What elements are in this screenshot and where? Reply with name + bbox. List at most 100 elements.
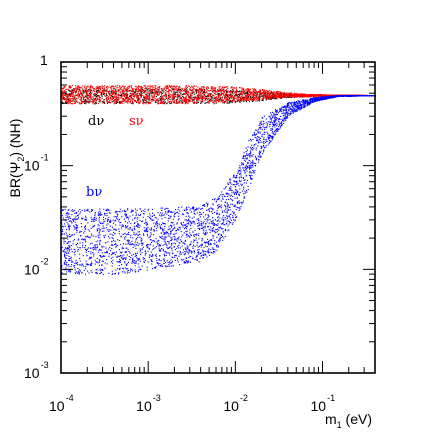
data-point (71, 222, 73, 224)
data-point (227, 91, 229, 93)
data-point (159, 245, 161, 247)
data-point (284, 93, 286, 95)
data-point (211, 87, 213, 89)
data-point (161, 237, 163, 239)
data-point (329, 95, 331, 97)
data-point (160, 100, 162, 102)
data-point (188, 95, 190, 97)
data-point (241, 87, 243, 89)
data-point (160, 102, 162, 104)
data-point (152, 93, 154, 95)
data-point (186, 99, 188, 101)
data-point (226, 217, 228, 219)
data-point (66, 101, 68, 103)
data-point (187, 94, 189, 96)
data-point (252, 155, 254, 157)
data-point (162, 222, 164, 224)
data-point (295, 95, 297, 97)
data-point (185, 97, 187, 99)
data-point (103, 93, 105, 95)
data-point (71, 103, 73, 105)
data-point (138, 269, 140, 271)
data-point (74, 100, 76, 102)
data-point (245, 165, 247, 167)
data-point (176, 87, 178, 89)
data-point (113, 97, 115, 99)
data-point (268, 98, 270, 100)
data-point (159, 91, 161, 93)
data-point (151, 85, 153, 87)
data-point (157, 98, 159, 100)
data-point (104, 220, 106, 222)
data-point (206, 88, 208, 90)
data-point (135, 95, 137, 97)
data-point (182, 242, 184, 244)
data-point (264, 94, 266, 96)
data-point (253, 91, 255, 93)
data-point (90, 85, 92, 87)
data-point (143, 261, 145, 263)
data-point (157, 103, 159, 105)
data-point (168, 96, 170, 98)
data-point (221, 94, 223, 96)
data-point (146, 88, 148, 90)
data-point (172, 98, 174, 100)
data-point (242, 97, 244, 99)
data-point (236, 94, 238, 96)
data-point (263, 95, 265, 97)
data-point (144, 258, 146, 260)
data-point (212, 87, 214, 89)
data-point (155, 101, 157, 103)
data-point (262, 98, 264, 100)
data-point (152, 97, 154, 99)
data-point (186, 94, 188, 96)
data-point (122, 91, 124, 93)
data-point (167, 101, 169, 103)
data-point (192, 99, 194, 101)
data-point (72, 95, 74, 97)
data-point (176, 98, 178, 100)
data-point (233, 87, 235, 89)
data-point (154, 266, 156, 268)
data-point (112, 90, 114, 92)
data-point (84, 91, 86, 93)
data-point (146, 266, 148, 268)
data-point (226, 100, 228, 102)
data-point (247, 99, 249, 101)
data-point (198, 245, 200, 247)
data-point (275, 93, 277, 95)
data-point (79, 96, 81, 98)
data-point (151, 90, 153, 92)
data-point (289, 93, 291, 95)
data-point (143, 85, 145, 87)
data-point (234, 177, 236, 179)
data-point (75, 261, 77, 263)
data-point (95, 95, 97, 97)
data-point (96, 87, 98, 89)
data-point (149, 90, 151, 92)
data-point (174, 96, 176, 98)
data-point (217, 246, 219, 248)
data-point (203, 98, 205, 100)
data-point (127, 90, 129, 92)
data-point (330, 94, 332, 96)
data-point (74, 212, 76, 214)
data-point (219, 99, 221, 101)
data-point (224, 228, 226, 230)
data-point (81, 92, 83, 94)
data-point (193, 244, 195, 246)
data-point (81, 94, 83, 96)
data-point (121, 251, 123, 253)
data-point (214, 97, 216, 99)
data-point (239, 192, 241, 194)
data-point (62, 93, 64, 95)
data-point (278, 95, 280, 97)
data-point (234, 181, 236, 183)
data-point (84, 96, 86, 98)
data-point (106, 100, 108, 102)
data-point (202, 229, 204, 231)
data-point (162, 102, 164, 104)
data-point (184, 102, 186, 104)
data-point (117, 91, 119, 93)
data-point (309, 95, 311, 97)
